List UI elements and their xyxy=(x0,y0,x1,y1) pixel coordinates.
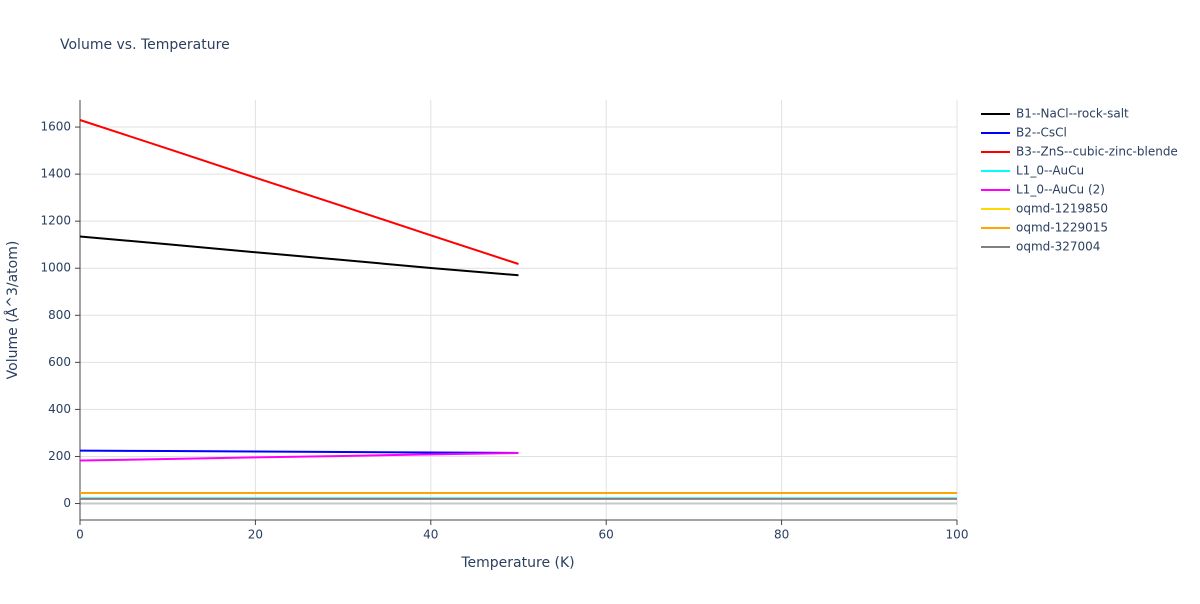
legend-label: B3--ZnS--cubic-zinc-blende xyxy=(1016,145,1178,159)
x-tick-label: 0 xyxy=(76,528,84,542)
x-tick-label: 100 xyxy=(946,528,969,542)
series-line xyxy=(79,449,519,454)
x-axis-title: Temperature (K) xyxy=(460,555,574,571)
legend-label: B2--CsCl xyxy=(1016,126,1067,140)
y-tick-label: 1200 xyxy=(40,214,71,228)
legend-label: B1--NaCl--rock-salt xyxy=(1016,107,1129,121)
legend-label: oqmd-1229015 xyxy=(1016,221,1108,235)
y-tick-label: 800 xyxy=(48,308,71,322)
y-axis-title: Volume (Å^3/atom) xyxy=(4,241,21,380)
y-tick-label: 1600 xyxy=(40,120,71,134)
series-line xyxy=(79,119,519,265)
series-line xyxy=(79,235,519,277)
legend-label: oqmd-1219850 xyxy=(1016,202,1108,216)
x-tick-label: 20 xyxy=(248,528,263,542)
legend-label: L1_0--AuCu xyxy=(1016,164,1084,178)
legend-label: L1_0--AuCu (2) xyxy=(1016,183,1105,197)
y-tick-label: 600 xyxy=(48,355,71,369)
y-tick-label: 200 xyxy=(48,449,71,463)
legend-label: oqmd-327004 xyxy=(1016,240,1100,254)
y-tick-label: 400 xyxy=(48,402,71,416)
chart-title: Volume vs. Temperature xyxy=(60,37,230,53)
series-line xyxy=(79,451,519,462)
x-tick-label: 80 xyxy=(774,528,789,542)
y-tick-label: 1400 xyxy=(40,167,71,181)
x-tick-label: 60 xyxy=(599,528,614,542)
y-tick-label: 1000 xyxy=(40,261,71,275)
x-tick-label: 40 xyxy=(423,528,438,542)
y-tick-label: 0 xyxy=(63,496,71,510)
